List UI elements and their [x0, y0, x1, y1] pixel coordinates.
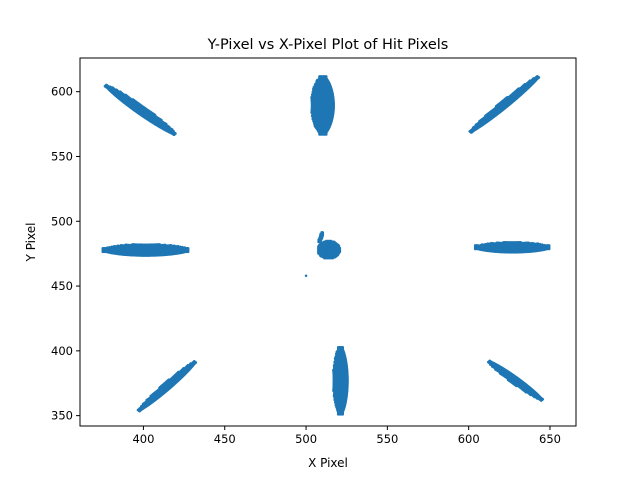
data-points [101, 74, 551, 416]
data-point [186, 246, 190, 250]
data-point [192, 360, 196, 363]
data-point [486, 360, 490, 364]
data-point [318, 75, 321, 78]
data-point [336, 345, 340, 349]
data-point [174, 132, 177, 135]
data-point [547, 244, 551, 247]
